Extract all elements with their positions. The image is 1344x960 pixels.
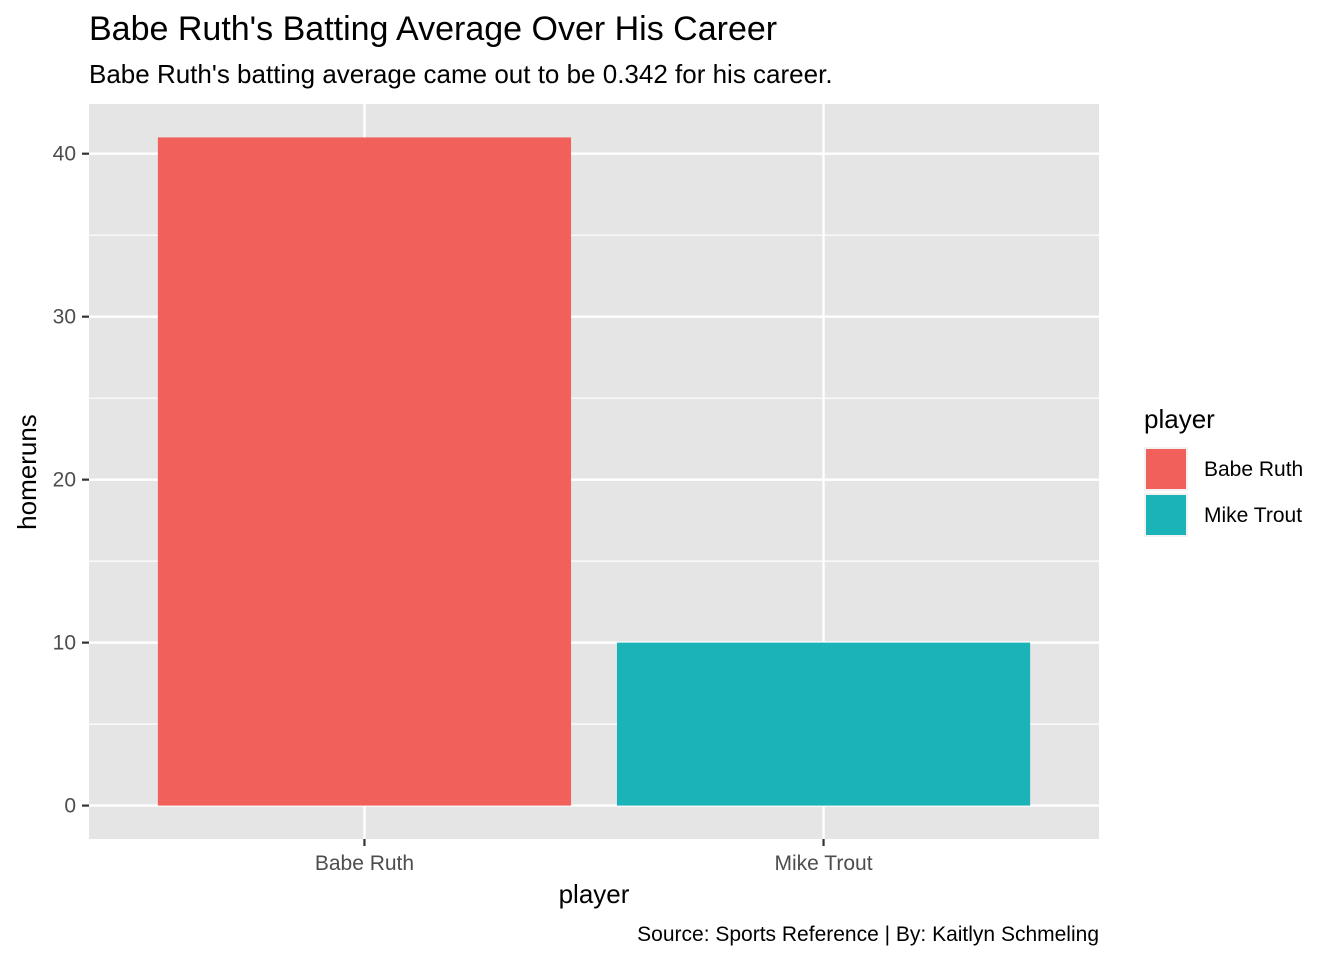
legend-title: player [1144, 404, 1215, 434]
chart-subtitle: Babe Ruth's batting average came out to … [89, 59, 833, 89]
legend-swatch [1146, 495, 1186, 535]
bars [157, 137, 1031, 806]
y-axis-title: homeruns [12, 414, 42, 530]
y-tick-label: 20 [53, 469, 76, 492]
bar [616, 642, 1031, 806]
chart-title: Babe Ruth's Batting Average Over His Car… [89, 10, 777, 48]
y-tick-label: 40 [53, 143, 76, 166]
chart-caption: Source: Sports Reference | By: Kaitlyn S… [637, 923, 1099, 946]
x-tick-label: Mike Trout [775, 852, 873, 875]
y-axis: 0 10 20 30 40 [53, 143, 89, 818]
legend: Babe Ruth Mike Trout [1144, 447, 1303, 537]
x-tick-label: Babe Ruth [315, 852, 414, 875]
legend-label: Babe Ruth [1204, 458, 1303, 481]
x-axis-title: player [559, 879, 630, 909]
legend-swatch [1146, 449, 1186, 489]
bar [157, 137, 572, 806]
y-tick-label: 10 [53, 632, 76, 655]
y-tick-label: 30 [53, 306, 76, 329]
y-tick-label: 0 [64, 795, 76, 818]
x-axis: Babe Ruth Mike Trout [315, 839, 873, 875]
legend-label: Mike Trout [1204, 504, 1302, 527]
